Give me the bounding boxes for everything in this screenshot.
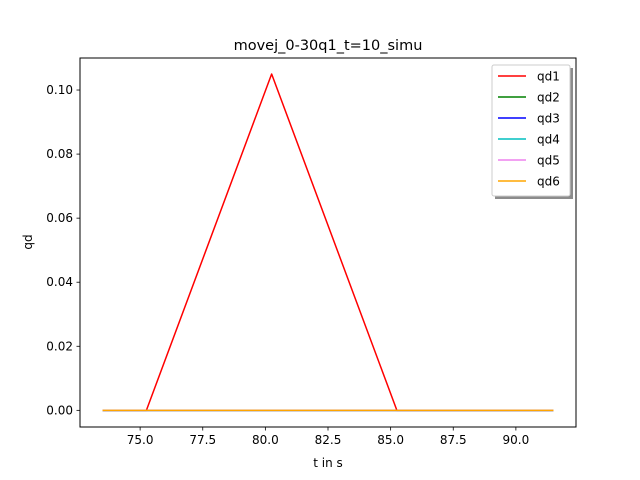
legend-label-qd5: qd5 <box>537 154 560 168</box>
x-tick-label: 90.0 <box>503 433 530 447</box>
x-tick-label: 87.5 <box>440 433 467 447</box>
y-tick-label: 0.04 <box>46 275 73 289</box>
y-tick-label: 0.02 <box>46 339 73 353</box>
plot-area <box>102 73 554 412</box>
x-tick-label: 77.5 <box>189 433 216 447</box>
y-tick-label: 0.00 <box>46 403 73 417</box>
chart-title: movej_0-30q1_t=10_simu <box>234 38 423 54</box>
y-axis-label: qd <box>21 234 35 249</box>
legend-label-qd3: qd3 <box>537 112 560 126</box>
x-tick-label: 75.0 <box>127 433 154 447</box>
legend-label-qd6: qd6 <box>537 175 560 189</box>
legend-label-qd2: qd2 <box>537 91 560 105</box>
y-tick-label: 0.06 <box>46 211 73 225</box>
y-tick-label: 0.08 <box>46 147 73 161</box>
x-axis-label: t in s <box>313 456 343 470</box>
legend-label-qd4: qd4 <box>537 133 560 147</box>
legend-label-qd1: qd1 <box>537 70 560 84</box>
y-tick-label: 0.10 <box>46 83 73 97</box>
x-tick-label: 85.0 <box>377 433 404 447</box>
x-tick-label: 80.0 <box>252 433 279 447</box>
legend: qd1 qd2 qd3 qd4 qd5 qd6 <box>491 64 573 199</box>
x-tick-label: 82.5 <box>315 433 342 447</box>
